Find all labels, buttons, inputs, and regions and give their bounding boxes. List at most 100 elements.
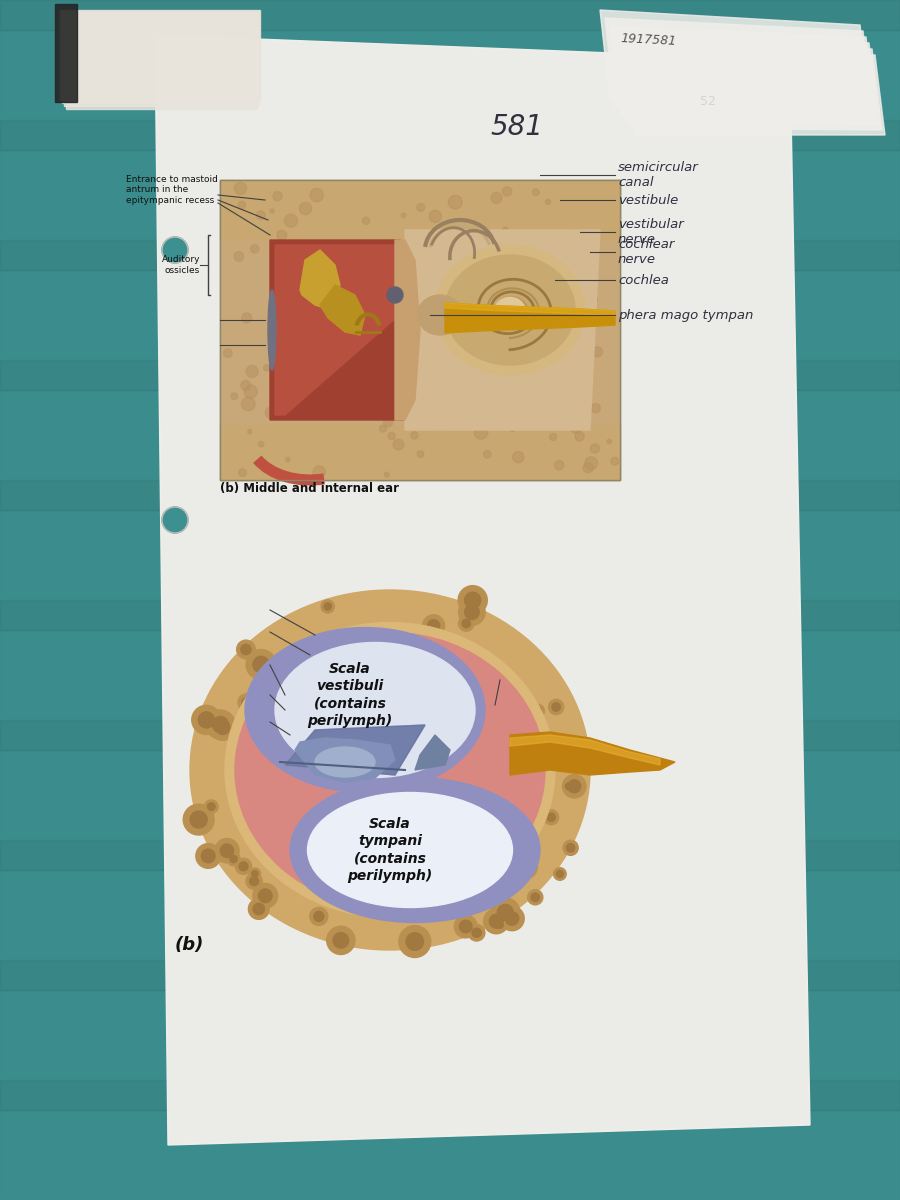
Circle shape [384, 472, 390, 478]
Polygon shape [615, 34, 879, 125]
Polygon shape [620, 42, 882, 130]
Circle shape [611, 457, 618, 466]
Ellipse shape [308, 792, 512, 907]
Circle shape [248, 430, 252, 433]
Polygon shape [605, 18, 873, 115]
Circle shape [208, 803, 215, 810]
Circle shape [556, 870, 563, 877]
Circle shape [512, 451, 524, 463]
Circle shape [241, 313, 252, 323]
Circle shape [313, 466, 326, 478]
Polygon shape [300, 250, 340, 310]
Text: vestibular
nerve: vestibular nerve [618, 218, 684, 246]
Bar [0, 0, 900, 30]
Bar [0, 720, 900, 750]
Ellipse shape [235, 632, 545, 907]
Circle shape [284, 215, 298, 227]
Circle shape [272, 406, 282, 415]
Circle shape [494, 919, 506, 931]
Circle shape [216, 720, 230, 734]
Circle shape [190, 811, 207, 828]
Bar [0, 120, 900, 150]
Polygon shape [415, 734, 450, 770]
Ellipse shape [495, 298, 525, 323]
Circle shape [472, 928, 482, 937]
Circle shape [437, 425, 442, 430]
Circle shape [383, 418, 392, 427]
Ellipse shape [435, 245, 585, 374]
Circle shape [566, 844, 575, 852]
Bar [220, 180, 620, 480]
Circle shape [387, 287, 403, 302]
Circle shape [533, 188, 539, 196]
Circle shape [236, 858, 251, 875]
Circle shape [277, 230, 287, 240]
Circle shape [401, 214, 406, 217]
Text: cochlear
nerve: cochlear nerve [618, 238, 674, 266]
Circle shape [474, 426, 488, 439]
Circle shape [237, 640, 256, 659]
Circle shape [270, 209, 274, 214]
Circle shape [590, 403, 600, 413]
Text: vestibule: vestibule [618, 193, 679, 206]
Circle shape [388, 432, 395, 439]
Text: 52: 52 [700, 95, 716, 108]
Bar [0, 1080, 900, 1110]
Circle shape [184, 804, 214, 835]
Polygon shape [155, 35, 810, 1145]
Bar [55, 4, 77, 102]
Circle shape [333, 932, 348, 948]
Bar [0, 750, 900, 840]
Circle shape [458, 586, 487, 614]
Circle shape [497, 922, 503, 929]
Polygon shape [320, 284, 365, 335]
Ellipse shape [275, 642, 475, 778]
Circle shape [220, 844, 234, 857]
Text: phera mago tympan: phera mago tympan [618, 308, 753, 322]
Circle shape [238, 202, 246, 209]
Circle shape [563, 840, 578, 856]
Circle shape [231, 392, 238, 400]
Circle shape [241, 380, 251, 390]
Bar [0, 150, 900, 240]
Circle shape [527, 889, 543, 905]
Circle shape [568, 284, 575, 292]
Circle shape [227, 852, 240, 865]
Circle shape [246, 649, 276, 679]
Circle shape [310, 907, 328, 925]
Circle shape [565, 274, 577, 286]
Circle shape [252, 870, 258, 877]
Circle shape [518, 859, 532, 874]
Bar [0, 990, 900, 1080]
Circle shape [399, 925, 431, 958]
Polygon shape [445, 302, 615, 316]
Bar [0, 360, 900, 390]
Polygon shape [600, 10, 870, 110]
Bar [220, 180, 620, 240]
Bar [220, 425, 620, 480]
Circle shape [460, 920, 472, 932]
Circle shape [544, 810, 559, 824]
Circle shape [253, 904, 265, 914]
Circle shape [552, 703, 561, 712]
Ellipse shape [445, 254, 575, 365]
Circle shape [196, 844, 220, 869]
Circle shape [531, 893, 539, 901]
Circle shape [321, 600, 334, 613]
Circle shape [509, 426, 516, 432]
Circle shape [491, 898, 520, 928]
Text: (b) Middle and internal ear: (b) Middle and internal ear [220, 482, 399, 494]
Bar [0, 1110, 900, 1200]
Circle shape [428, 619, 439, 631]
Bar [0, 840, 900, 870]
Text: Scala
tympani
(contains
perilymph): Scala tympani (contains perilymph) [347, 817, 433, 883]
Circle shape [572, 416, 584, 428]
Circle shape [206, 710, 235, 739]
Text: Scala
vestibuli
(contains
perilymph): Scala vestibuli (contains perilymph) [308, 662, 392, 728]
Circle shape [380, 425, 386, 432]
Polygon shape [510, 732, 675, 775]
Circle shape [505, 912, 518, 925]
Circle shape [568, 780, 580, 793]
Circle shape [462, 619, 471, 628]
Circle shape [238, 469, 247, 476]
